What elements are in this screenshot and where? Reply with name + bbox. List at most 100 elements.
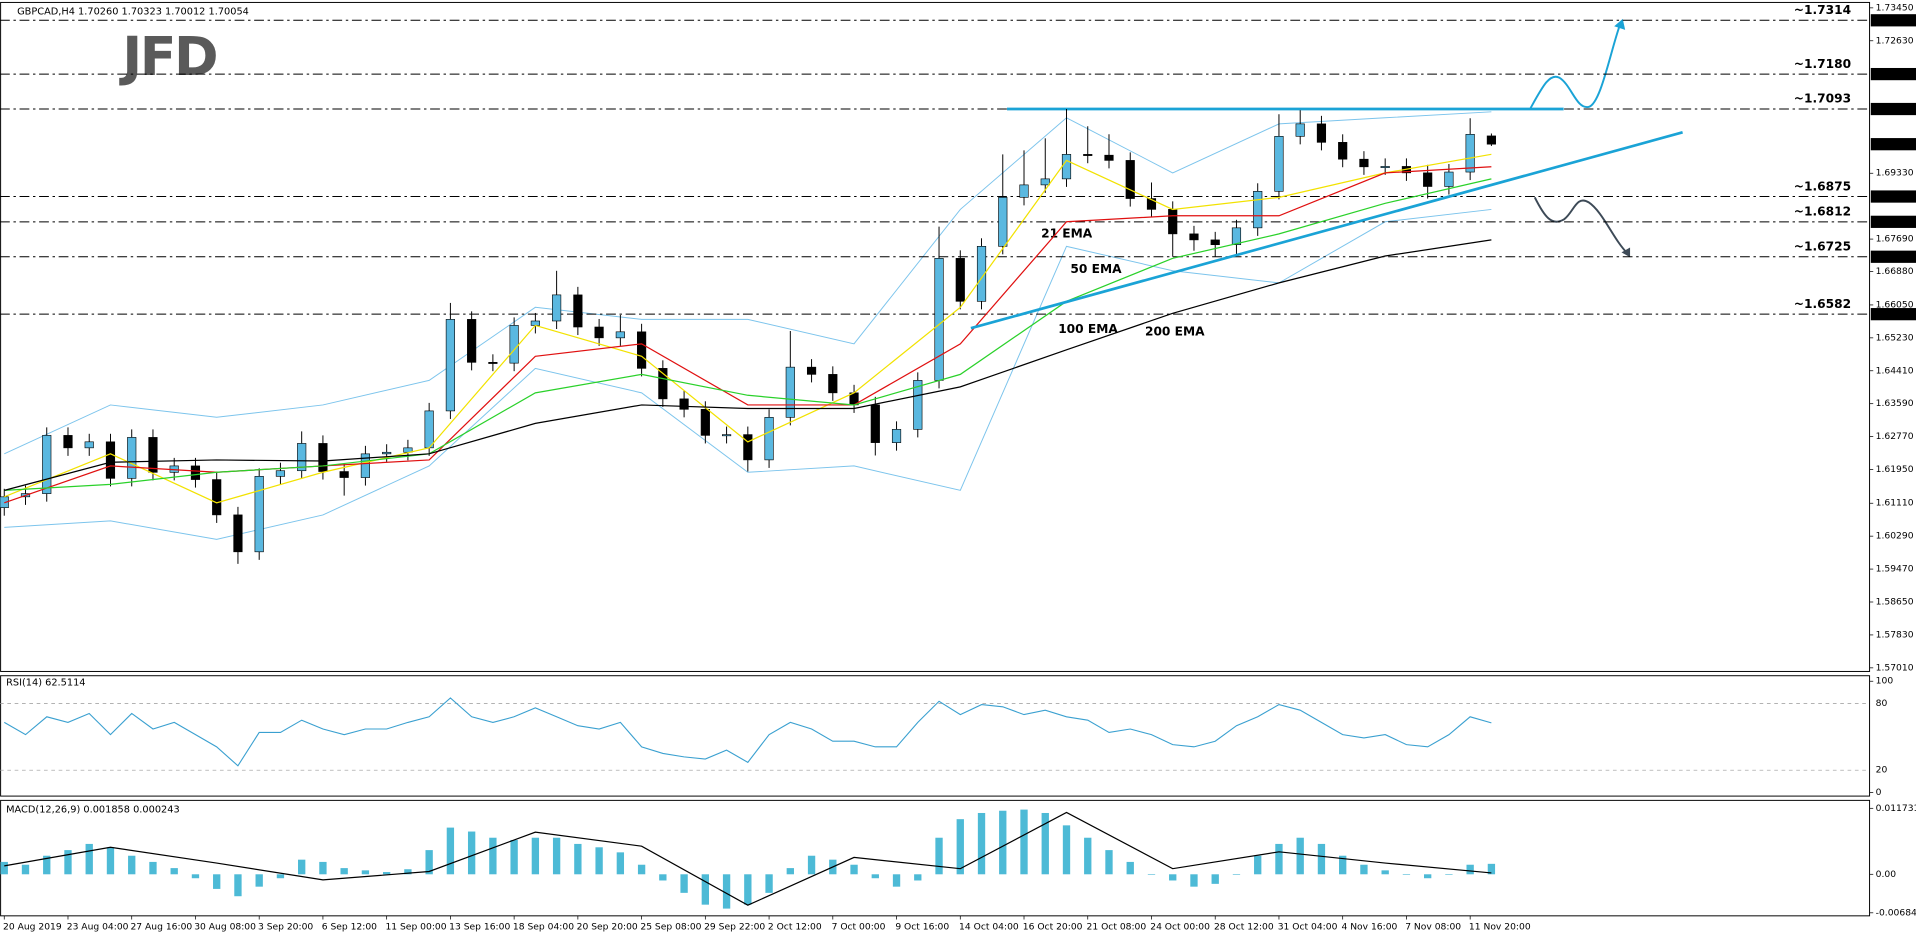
axis-level-box <box>1870 14 1916 27</box>
y-tick-label: 1.64410 <box>1876 365 1914 376</box>
macd-bar <box>1041 812 1049 875</box>
candle-body <box>509 325 519 364</box>
candle-body <box>1295 123 1305 137</box>
y-tick-label: 1.63590 <box>1876 398 1914 409</box>
arrow-head <box>1614 18 1626 30</box>
ema-label: 50 EMA <box>1070 262 1122 276</box>
candle-body <box>1486 135 1496 145</box>
macd-bar <box>1424 874 1432 879</box>
candle-body <box>42 435 52 494</box>
macd-bar <box>1296 837 1304 875</box>
macd-bar <box>1084 837 1092 875</box>
macd-bar <box>446 827 455 875</box>
x-tick-label: 31 Oct 04:00 <box>1278 921 1338 932</box>
macd-bar <box>1020 809 1028 875</box>
axis-level-label: 1.70930 <box>1874 104 1912 115</box>
macd-bar <box>786 868 794 875</box>
candle-body <box>700 408 710 436</box>
candle-body <box>127 437 137 479</box>
macd-bar <box>1232 874 1241 875</box>
macd-bar <box>637 864 646 875</box>
price-panel <box>0 1 1871 672</box>
candle-body <box>552 294 562 322</box>
x-tick-label: 28 Oct 12:00 <box>1214 921 1274 932</box>
macd-bar <box>1254 855 1262 875</box>
candle-body <box>424 410 434 449</box>
candle-body <box>594 326 604 339</box>
candle-body <box>1423 172 1433 187</box>
axis-level-label: 1.71800 <box>1874 69 1912 80</box>
macd-bar <box>255 874 263 887</box>
candle-body <box>212 479 222 516</box>
candle-body <box>1231 227 1242 246</box>
axis-level-label: 1.68120 <box>1874 216 1912 227</box>
candle-body <box>1189 233 1199 241</box>
macd-bar <box>1147 874 1156 875</box>
candle-body <box>806 366 817 375</box>
macd-bar <box>361 870 370 875</box>
x-tick-label: 2 Oct 12:00 <box>768 921 822 932</box>
bollinger-band <box>4 111 1492 455</box>
bearish-scenario-arrow <box>1533 196 1629 255</box>
macd-bar <box>531 837 540 875</box>
x-tick-label: 23 Aug 04:00 <box>67 921 129 932</box>
macd-bar <box>722 874 731 909</box>
macd-bar <box>170 868 178 875</box>
macd-label: MACD(12,26,9) 0.001858 0.000243 <box>6 805 180 816</box>
level-label: ~1.6812 <box>1794 205 1851 219</box>
candle-body <box>1168 209 1178 235</box>
x-tick-label: 13 Sep 16:00 <box>449 921 510 932</box>
macd-bar <box>467 831 476 875</box>
macd-bar <box>106 847 115 875</box>
macd-bar <box>489 837 497 875</box>
macd-panel <box>0 799 1871 917</box>
y-tick-label: 1.72630 <box>1876 35 1914 46</box>
current-price-label: 1.70054 <box>1874 139 1912 150</box>
candle-body <box>976 246 987 302</box>
macd-bar <box>892 874 901 887</box>
macd-bar <box>1381 870 1389 875</box>
macd-tick-label: -0.006848 <box>1876 907 1916 918</box>
candle-body <box>84 441 94 449</box>
level-label: ~1.6875 <box>1794 179 1851 193</box>
x-tick-label: 29 Sep 22:00 <box>704 921 765 932</box>
ema-label: 21 EMA <box>1041 226 1093 240</box>
macd-bar <box>298 859 306 875</box>
ema-line <box>4 239 1492 491</box>
macd-bar <box>1402 874 1411 875</box>
candle-body <box>573 294 583 328</box>
candle-body <box>339 471 349 478</box>
candle-body <box>382 451 392 455</box>
candle-body <box>934 258 944 381</box>
macd-bar <box>871 874 879 879</box>
axis-level-label: 1.68750 <box>1874 191 1912 202</box>
candle-body <box>743 434 753 461</box>
y-tick-label: 1.58650 <box>1876 597 1914 608</box>
logo: JFD <box>118 25 216 88</box>
bollinger-band <box>4 208 1492 540</box>
candle-body <box>530 320 540 326</box>
axis-level-label: 1.73140 <box>1874 15 1912 26</box>
y-tick-label: 1.60290 <box>1876 531 1914 542</box>
y-tick-label: 1.66880 <box>1876 266 1914 277</box>
macd-bar <box>382 872 391 875</box>
macd-bar <box>510 839 518 875</box>
macd-bar <box>1360 864 1368 875</box>
macd-bar <box>701 874 710 905</box>
bullish-scenario-arrow <box>1529 23 1622 110</box>
macd-bar <box>213 874 221 889</box>
axis-level-box <box>1870 67 1916 81</box>
macd-bar <box>85 843 93 875</box>
macd-bar <box>616 852 625 875</box>
macd-tick-label: 0.00 <box>1876 869 1897 880</box>
macd-bar <box>1190 874 1198 887</box>
level-label: ~1.7093 <box>1794 92 1851 106</box>
macd-bar <box>43 855 51 875</box>
candle-body <box>1274 136 1284 192</box>
macd-bar <box>1445 874 1453 875</box>
candle-body <box>233 514 243 553</box>
axis-level-box <box>1870 190 1916 203</box>
rsi-tick-label: 0 <box>1876 787 1882 798</box>
x-tick-label: 24 Oct 00:00 <box>1150 921 1210 932</box>
macd-bar <box>21 864 30 875</box>
